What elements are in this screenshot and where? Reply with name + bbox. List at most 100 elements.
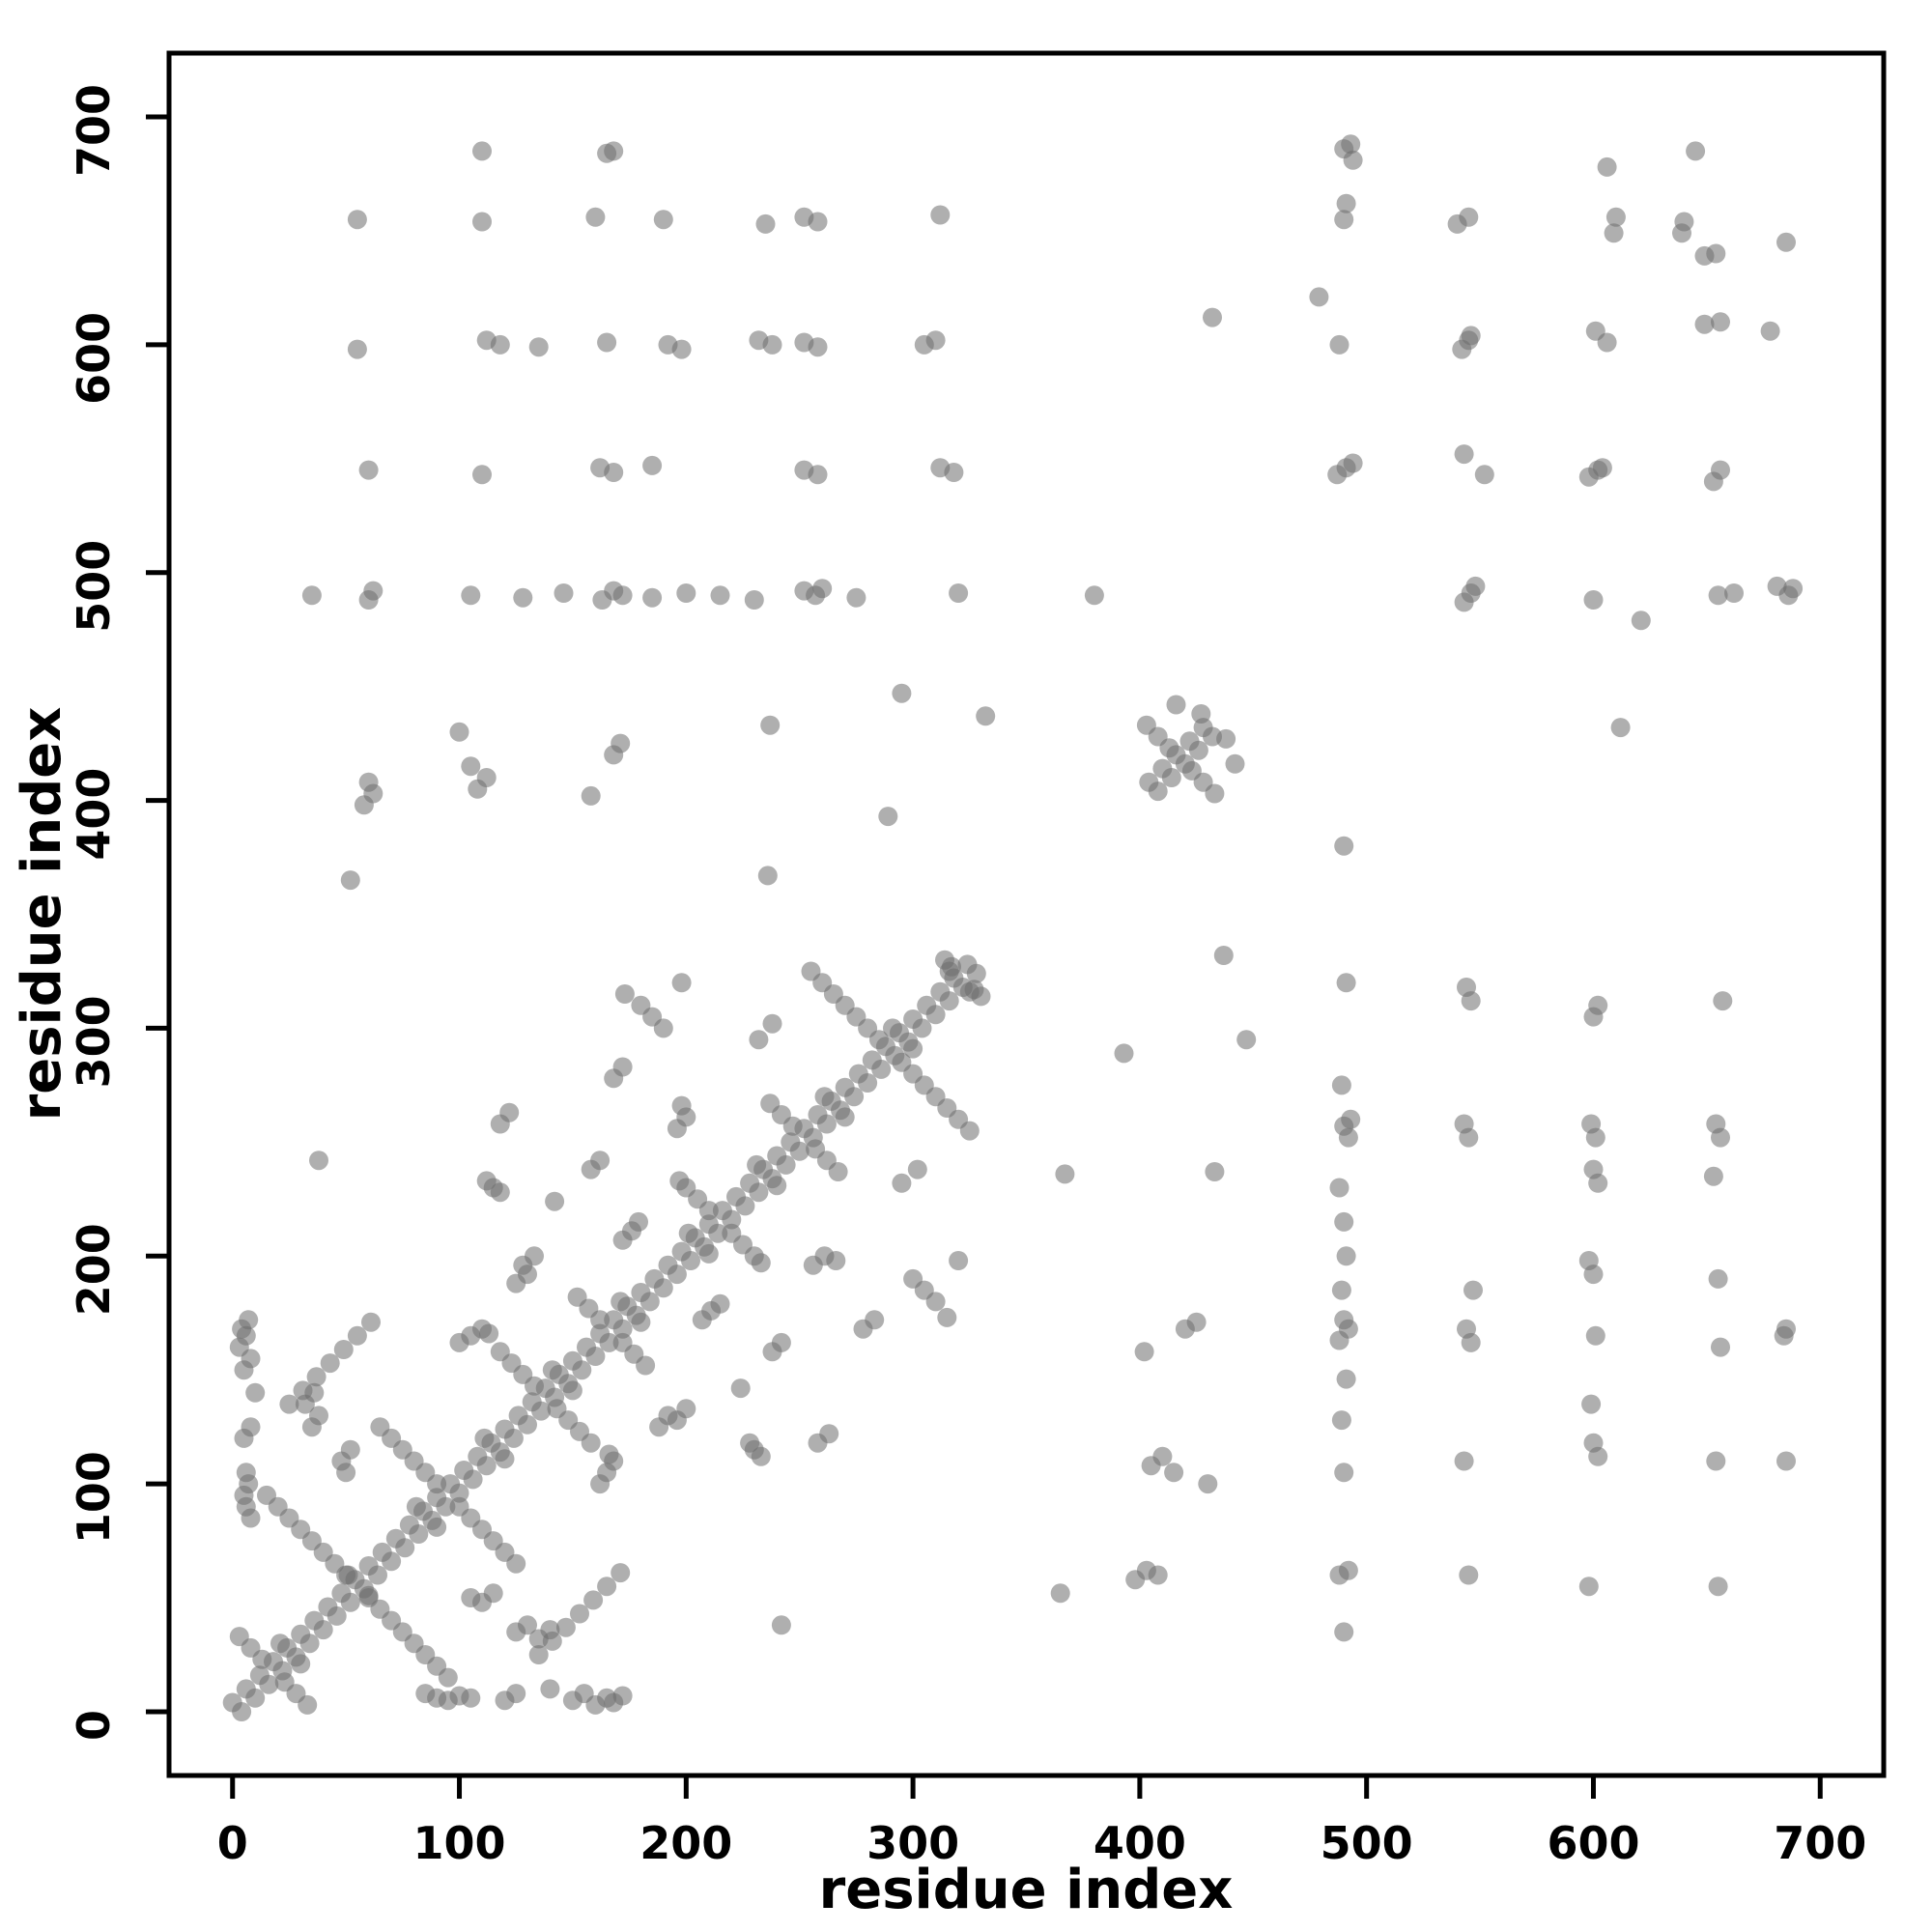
data-point bbox=[1331, 1410, 1351, 1431]
data-point bbox=[604, 141, 624, 161]
data-point bbox=[1713, 991, 1733, 1011]
data-point bbox=[1461, 326, 1481, 346]
data-point bbox=[835, 1107, 855, 1127]
data-point bbox=[279, 1394, 299, 1414]
data-point bbox=[1631, 611, 1651, 631]
y-axis-title: residue index bbox=[11, 707, 73, 1122]
data-point bbox=[1336, 193, 1356, 213]
data-point bbox=[222, 1692, 242, 1713]
tick-label: 200 bbox=[639, 1817, 732, 1869]
data-point bbox=[740, 1173, 760, 1193]
data-point bbox=[495, 1419, 515, 1439]
data-point bbox=[828, 1162, 848, 1181]
data-point bbox=[1597, 156, 1617, 177]
data-point bbox=[331, 1583, 352, 1604]
data-point bbox=[599, 1444, 619, 1464]
data-point bbox=[528, 337, 549, 357]
data-point bbox=[814, 1087, 835, 1107]
data-point bbox=[604, 1310, 624, 1330]
data-point bbox=[1338, 1560, 1358, 1580]
data-point bbox=[406, 1496, 426, 1517]
data-point bbox=[562, 1350, 582, 1371]
data-point bbox=[438, 1667, 458, 1688]
data-point bbox=[1474, 465, 1494, 485]
data-point bbox=[1578, 1577, 1599, 1597]
data-point bbox=[540, 1679, 560, 1699]
data-point bbox=[518, 1615, 537, 1635]
data-point bbox=[959, 1121, 980, 1141]
data-point bbox=[306, 1367, 327, 1387]
data-point bbox=[301, 585, 322, 606]
tick-label: 100 bbox=[68, 1451, 120, 1544]
data-point bbox=[865, 1310, 885, 1330]
tick-label: 700 bbox=[68, 84, 120, 177]
data-point bbox=[474, 1428, 495, 1448]
data-point bbox=[611, 1292, 631, 1312]
data-point bbox=[590, 1323, 611, 1344]
data-point bbox=[808, 212, 828, 232]
data-point bbox=[808, 1105, 828, 1124]
data-point bbox=[236, 1679, 256, 1699]
data-point bbox=[1760, 321, 1780, 341]
tick-label: 700 bbox=[1774, 1817, 1866, 1869]
data-point bbox=[1134, 1342, 1154, 1362]
data-point bbox=[971, 986, 991, 1007]
data-point bbox=[513, 587, 533, 608]
data-point bbox=[1148, 1565, 1168, 1585]
data-point bbox=[930, 981, 951, 1002]
data-point bbox=[583, 1590, 604, 1610]
data-point bbox=[399, 1515, 419, 1535]
tick-label: 0 bbox=[217, 1817, 248, 1869]
data-point bbox=[479, 1323, 499, 1344]
data-point bbox=[1225, 753, 1245, 774]
data-point bbox=[525, 1246, 544, 1266]
data-point bbox=[878, 807, 898, 827]
data-point bbox=[712, 1201, 732, 1221]
data-point bbox=[678, 1223, 698, 1243]
data-point bbox=[658, 1255, 678, 1275]
data-point bbox=[762, 1013, 782, 1034]
data-point bbox=[347, 1325, 367, 1346]
data-point bbox=[472, 141, 492, 161]
data-point bbox=[1329, 334, 1350, 355]
data-point bbox=[614, 984, 635, 1004]
data-point bbox=[385, 1528, 406, 1548]
data-point bbox=[1776, 1451, 1796, 1471]
data-point bbox=[611, 733, 631, 753]
data-point bbox=[1767, 576, 1787, 596]
data-point bbox=[1213, 946, 1234, 965]
data-point bbox=[506, 1553, 526, 1574]
data-point bbox=[767, 1176, 787, 1196]
data-point bbox=[671, 1241, 692, 1262]
data-point bbox=[229, 1627, 249, 1647]
data-point bbox=[755, 213, 776, 234]
data-point bbox=[949, 583, 969, 603]
data-point bbox=[903, 1009, 923, 1029]
data-point bbox=[1583, 590, 1604, 610]
data-point bbox=[1465, 576, 1486, 596]
data-point bbox=[320, 1353, 340, 1374]
data-point bbox=[903, 1038, 923, 1059]
data-point bbox=[461, 756, 481, 777]
data-point bbox=[930, 205, 951, 225]
data-point bbox=[585, 207, 606, 227]
data-point bbox=[495, 1449, 515, 1469]
data-point bbox=[848, 1064, 868, 1084]
data-point bbox=[542, 1360, 562, 1380]
data-point bbox=[1454, 1114, 1474, 1134]
data-point bbox=[1610, 718, 1631, 738]
data-point bbox=[1694, 245, 1715, 266]
data-point bbox=[642, 587, 663, 608]
data-point bbox=[449, 722, 469, 742]
tick-label: 300 bbox=[68, 995, 120, 1088]
data-point bbox=[1336, 1246, 1356, 1266]
tick-label: 300 bbox=[867, 1817, 959, 1869]
data-point bbox=[653, 210, 673, 230]
data-point bbox=[298, 1694, 318, 1715]
data-point bbox=[846, 587, 867, 608]
data-point bbox=[612, 585, 633, 606]
data-point bbox=[304, 1610, 325, 1631]
data-point bbox=[726, 1186, 746, 1207]
data-point bbox=[1604, 223, 1624, 243]
